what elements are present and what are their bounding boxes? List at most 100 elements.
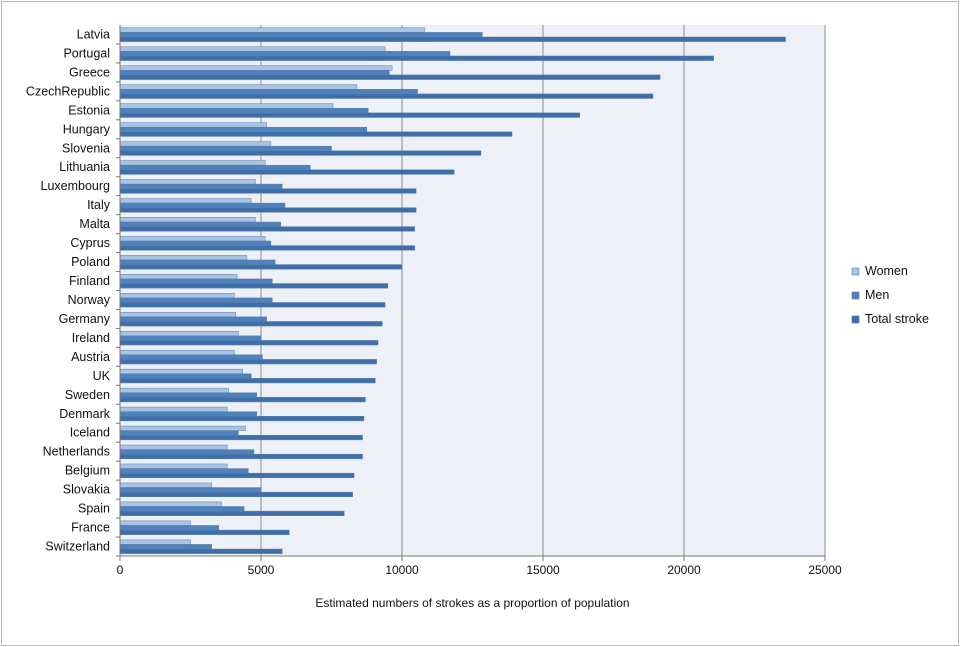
- category-label: Poland: [71, 255, 110, 269]
- bar-total-stroke: [119, 472, 355, 479]
- bar-men: [119, 430, 239, 436]
- bar-men: [119, 221, 281, 227]
- bar-women: [119, 255, 248, 261]
- bar-total-stroke: [119, 510, 345, 516]
- category-label: Sweden: [65, 388, 110, 402]
- bar-men: [119, 259, 276, 265]
- bar-women: [119, 406, 228, 412]
- bar-men: [119, 487, 262, 493]
- bar-men: [119, 373, 252, 379]
- x-tick-label: 5000: [248, 563, 275, 577]
- bar-men: [119, 392, 258, 398]
- bar-men: [119, 544, 212, 550]
- bar-men: [119, 316, 267, 322]
- bar-women: [119, 482, 212, 488]
- bar-women: [119, 463, 228, 469]
- bar-total-stroke: [119, 74, 661, 80]
- category-label: Switzerland: [45, 540, 110, 554]
- legend-label: Men: [865, 288, 889, 302]
- category-label: Italy: [87, 198, 111, 212]
- category-labels: Latvia Portugal Greece CzechRepublic Estonia…: [26, 27, 111, 553]
- bar-total-stroke: [119, 150, 482, 156]
- bar-women: [119, 103, 334, 109]
- bar-total-stroke: [119, 55, 714, 61]
- bar-total-stroke: [119, 491, 353, 497]
- legend-swatch: [851, 291, 860, 300]
- bar-women: [119, 444, 228, 450]
- bar-men: [119, 89, 418, 95]
- x-tick-label: 25000: [808, 563, 842, 577]
- bar-men: [119, 202, 286, 208]
- category-label: CzechRepublic: [26, 84, 110, 98]
- legend-label: Women: [865, 264, 908, 278]
- bar-women: [119, 141, 272, 147]
- category-label: Denmark: [59, 407, 110, 421]
- bar-total-stroke: [119, 112, 580, 118]
- bar-women: [119, 160, 266, 166]
- bar-women: [119, 425, 246, 431]
- bar-total-stroke: [119, 283, 389, 289]
- category-label: Malta: [79, 217, 110, 231]
- bar-total-stroke: [119, 359, 377, 365]
- bar-total-stroke: [119, 207, 417, 213]
- bar-total-stroke: [119, 169, 455, 175]
- bar-total-stroke: [119, 245, 415, 251]
- bar-women: [119, 65, 393, 71]
- category-label: Germany: [59, 312, 111, 326]
- category-label: Belgium: [65, 464, 110, 478]
- bar-women: [119, 539, 191, 545]
- bar-men: [119, 145, 332, 152]
- category-label: Slovenia: [62, 141, 110, 155]
- bar-men: [119, 411, 258, 417]
- bar-total-stroke: [119, 36, 786, 42]
- category-label: Hungary: [63, 122, 111, 136]
- bar-women: [119, 236, 266, 242]
- bar-total-stroke: [119, 226, 415, 232]
- legend-swatch: [851, 267, 860, 276]
- bar-total-stroke: [119, 548, 283, 554]
- bar-men: [119, 335, 262, 341]
- bar-women: [119, 387, 229, 393]
- bar-women: [119, 84, 358, 90]
- bar-men: [119, 108, 369, 114]
- bar-women: [119, 27, 425, 33]
- bar-women: [119, 312, 236, 318]
- bar-total-stroke: [119, 321, 383, 327]
- bar-men: [119, 297, 273, 303]
- bar-total-stroke: [119, 453, 363, 460]
- x-tick-label: 15000: [526, 563, 560, 577]
- legend-swatch: [851, 315, 860, 324]
- bar-total-stroke: [119, 529, 290, 535]
- category-label: France: [71, 521, 110, 535]
- category-label: Latvia: [77, 27, 110, 41]
- bar-women: [119, 179, 256, 185]
- category-label: Greece: [69, 65, 110, 79]
- bar-total-stroke: [119, 188, 417, 194]
- bar-total-stroke: [119, 131, 513, 137]
- legend: Women Men Total stroke: [851, 264, 929, 326]
- bar-men: [119, 449, 255, 455]
- bar-men: [119, 164, 311, 170]
- category-label: Iceland: [70, 426, 110, 440]
- category-label: Lithuania: [59, 160, 110, 174]
- bar-women: [119, 293, 235, 299]
- bar-total-stroke: [119, 378, 376, 384]
- bar-total-stroke: [119, 435, 363, 441]
- bar-men: [119, 506, 245, 512]
- bar-total-stroke: [119, 264, 403, 270]
- bar-men: [119, 70, 390, 76]
- category-label: Slovakia: [63, 483, 110, 497]
- category-label: UK: [93, 369, 111, 383]
- category-label: Spain: [78, 502, 110, 516]
- bar-total-stroke: [119, 340, 379, 346]
- bar-total-stroke: [119, 397, 366, 403]
- bar-women: [119, 122, 267, 128]
- bar-women: [119, 368, 243, 375]
- category-label: Portugal: [63, 46, 110, 60]
- bar-women: [119, 520, 191, 526]
- bar-men: [119, 32, 483, 38]
- bar-men: [119, 278, 273, 284]
- category-label: Austria: [71, 350, 110, 364]
- bar-men: [119, 183, 283, 189]
